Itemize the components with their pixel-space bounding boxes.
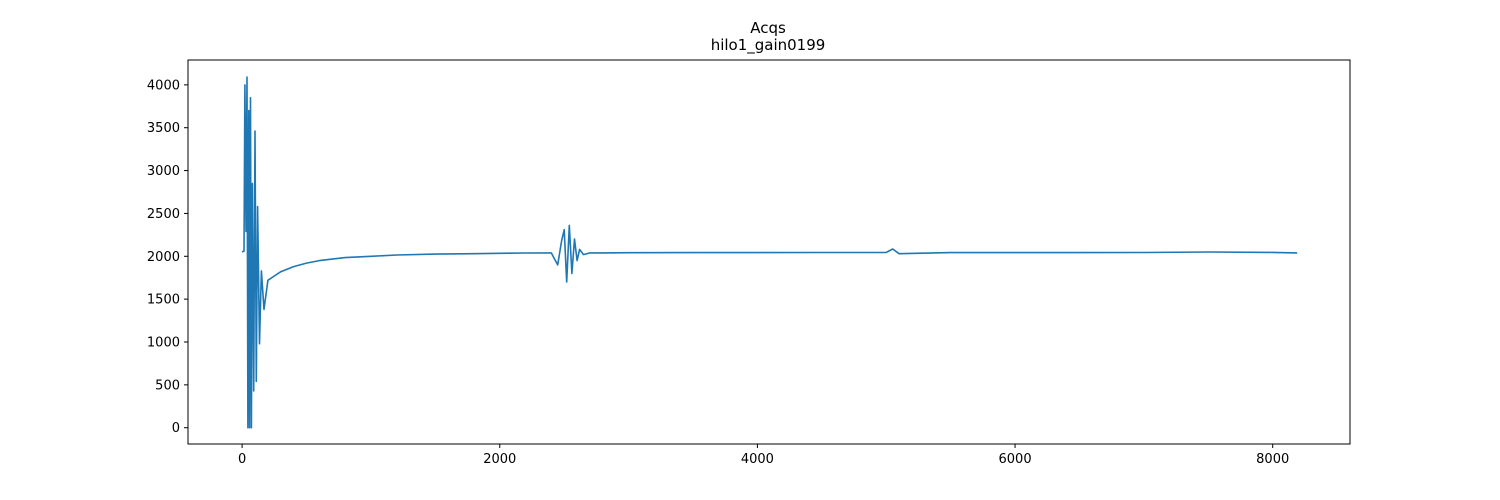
chart-title: Acqs (750, 19, 786, 37)
x-tick-label: 6000 (999, 452, 1032, 467)
y-tick-label: 1000 (147, 336, 180, 351)
plot-area (241, 76, 1298, 429)
y-axis: 0 500 1000 1500 2000 2500 3000 3500 4000 (147, 78, 188, 436)
y-tick-label: 3000 (147, 164, 180, 179)
x-tick-label: 2000 (483, 452, 516, 467)
y-tick-label: 4000 (147, 78, 180, 93)
x-axis: 0 2000 4000 6000 8000 (238, 444, 1289, 467)
y-tick-label: 2500 (147, 207, 180, 222)
y-tick-label: 3500 (147, 121, 180, 136)
series-line-0 (241, 76, 1298, 429)
x-tick-label: 8000 (1256, 452, 1289, 467)
y-tick-label: 500 (155, 378, 180, 393)
x-tick-label: 0 (238, 452, 246, 467)
axes-frame (187, 59, 1351, 445)
chart-subtitle: hilo1_gain0199 (711, 36, 826, 55)
y-tick-label: 0 (172, 421, 180, 436)
y-tick-label: 1500 (147, 293, 180, 308)
y-tick-label: 2000 (147, 250, 180, 265)
x-tick-label: 4000 (741, 452, 774, 467)
